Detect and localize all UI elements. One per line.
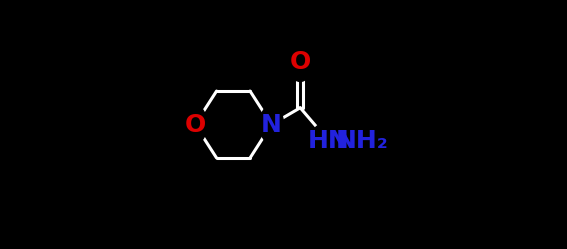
Ellipse shape: [288, 43, 312, 81]
Text: N: N: [261, 113, 282, 136]
Text: O: O: [184, 113, 206, 136]
Ellipse shape: [341, 122, 384, 160]
Text: O: O: [290, 50, 311, 74]
Ellipse shape: [260, 105, 284, 144]
Ellipse shape: [183, 105, 207, 144]
Text: NH₂: NH₂: [336, 129, 389, 153]
Ellipse shape: [310, 122, 348, 160]
Text: HN: HN: [308, 129, 350, 153]
